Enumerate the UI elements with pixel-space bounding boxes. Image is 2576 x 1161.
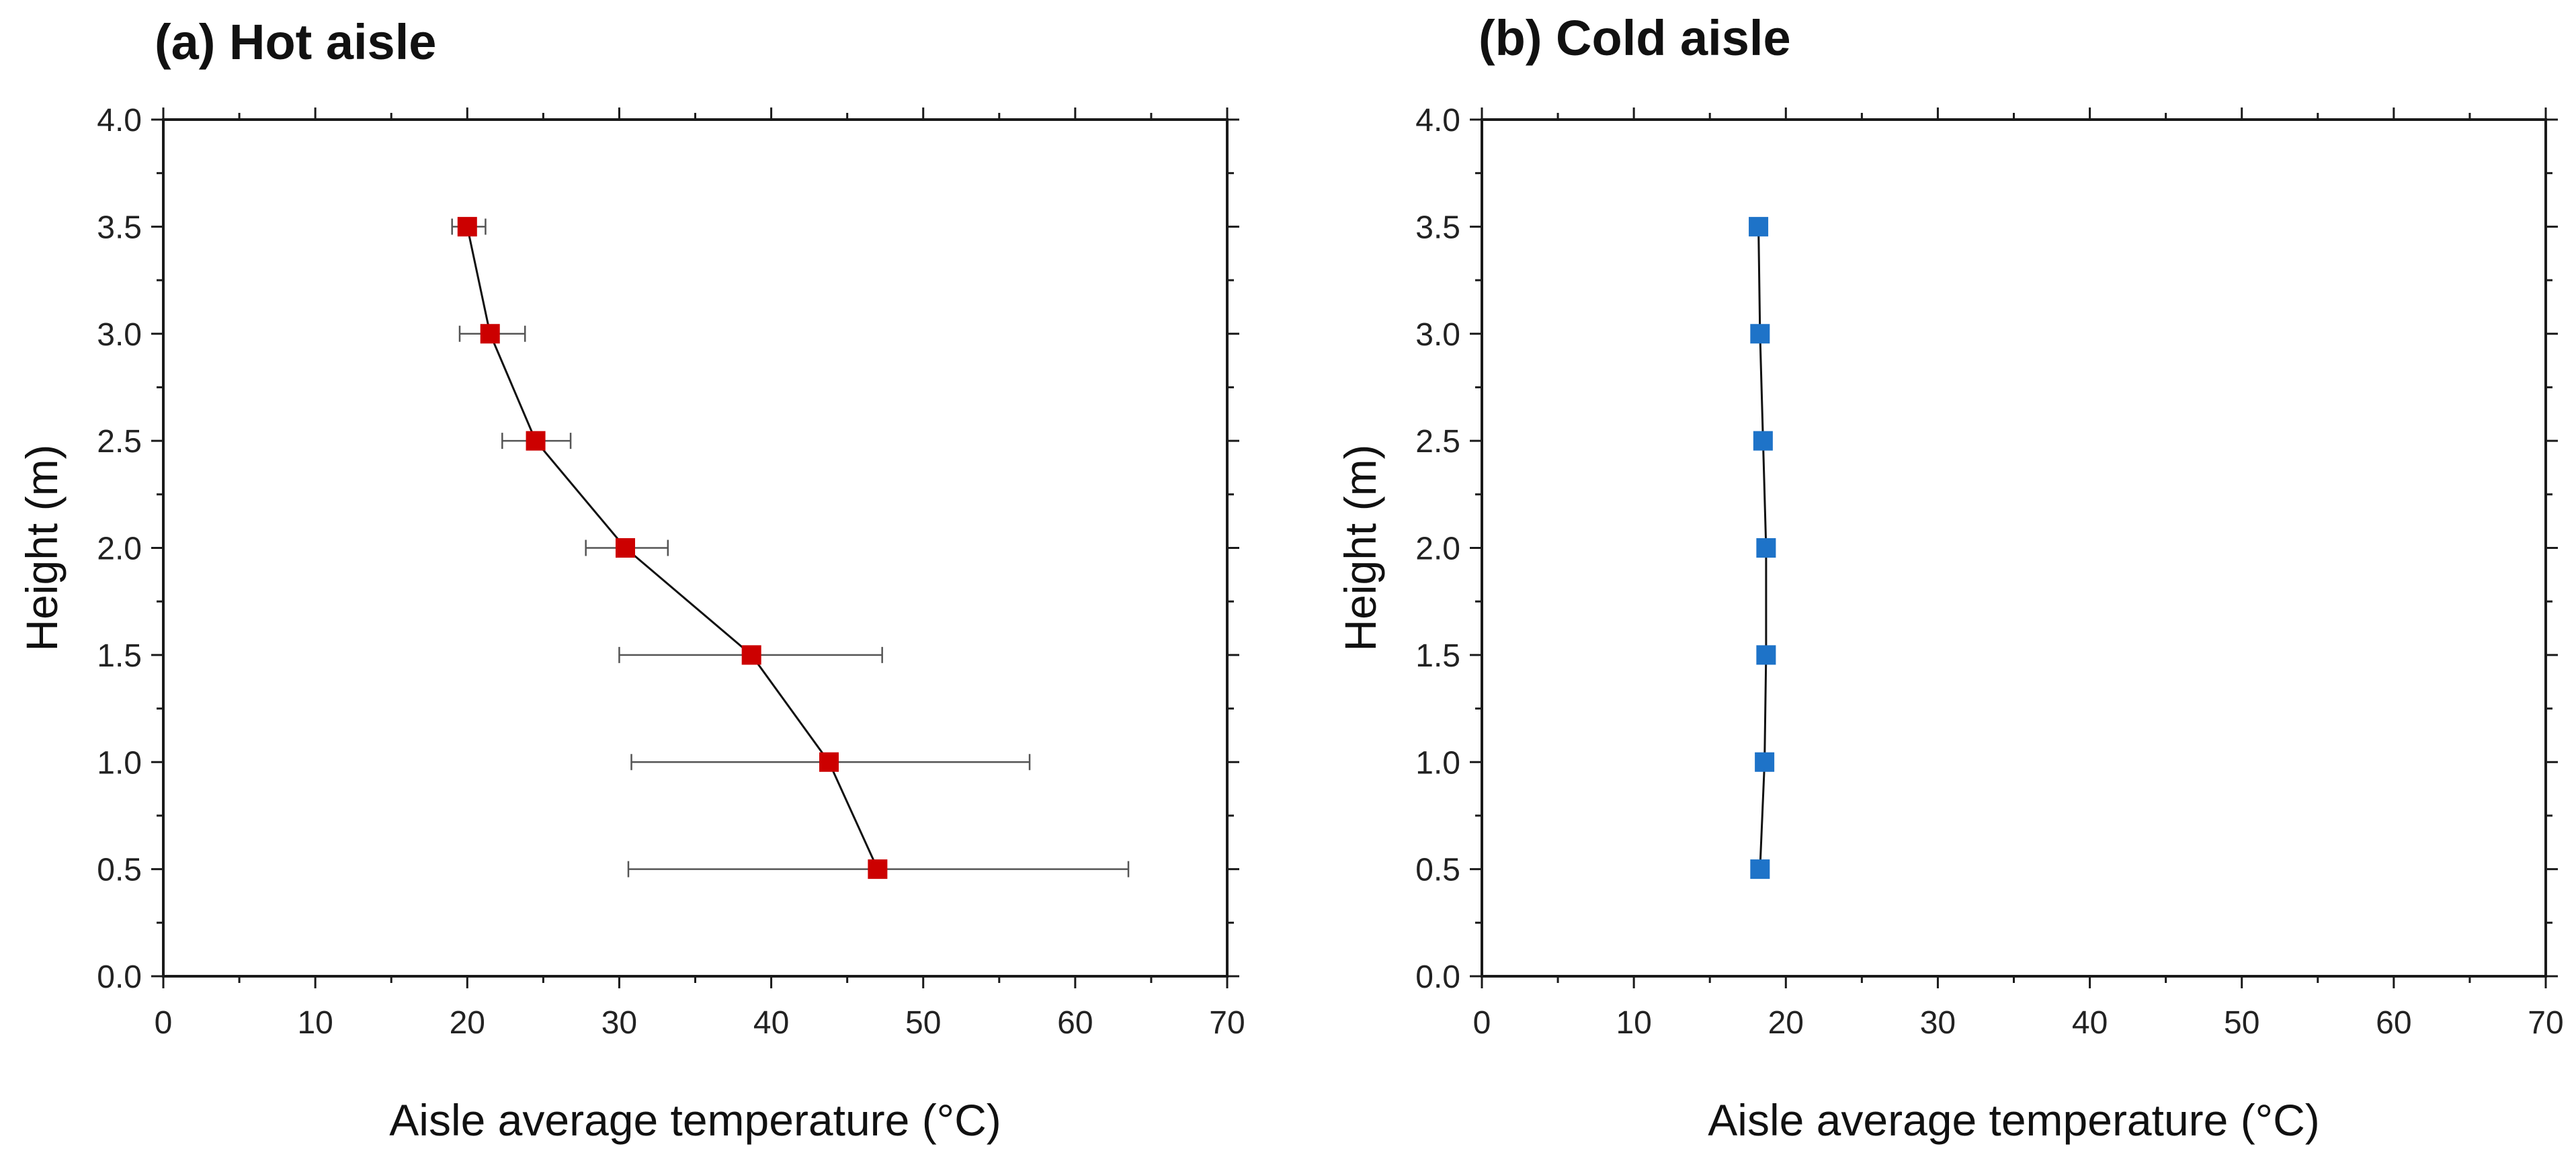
data-point: [526, 431, 546, 451]
x-tick-label: 40: [2072, 1005, 2108, 1041]
y-tick-label: 1.0: [97, 745, 142, 781]
y-tick-label: 4.0: [97, 103, 142, 138]
plot-frame: [1481, 118, 2547, 978]
x-tick-label: 50: [905, 1005, 941, 1041]
x-tick-label: 60: [1057, 1005, 1093, 1041]
data-point: [868, 859, 888, 879]
x-tick-label: 40: [753, 1005, 789, 1041]
data-point: [1753, 431, 1773, 451]
data-point: [1756, 645, 1776, 665]
x-tick-label: 50: [2224, 1005, 2259, 1041]
x-tick-label: 60: [2376, 1005, 2411, 1041]
chart-title: (b) Cold aisle: [1479, 10, 1791, 66]
data-point: [480, 324, 500, 344]
data-point: [457, 216, 477, 236]
plot-frame: [162, 118, 1229, 978]
chart-panel-2: (b) Cold aisle 0 10 20 30 40 50 60 70 0.0 0.5 1.0 1.…: [1335, 10, 2564, 1145]
data-point: [1749, 216, 1769, 236]
x-tick-label: 20: [1768, 1005, 1804, 1041]
y-tick-label: 2.0: [1415, 531, 1460, 567]
x-axis-label: Aisle average temperature (°C): [389, 1095, 1001, 1145]
x-tick-label: 10: [1616, 1005, 1651, 1041]
x-tick-label: 30: [601, 1005, 637, 1041]
y-tick-label: 0.5: [1415, 853, 1460, 888]
data-point: [1755, 752, 1775, 772]
series-line: [466, 226, 879, 870]
data-point: [1750, 324, 1770, 344]
y-tick-label: 2.0: [97, 531, 142, 567]
data-point: [741, 645, 761, 665]
x-tick-label: 30: [1920, 1005, 1956, 1041]
y-tick-label: 0.0: [97, 959, 142, 995]
data-point: [1756, 538, 1776, 558]
chart-title: (a) Hot aisle: [155, 14, 436, 70]
y-tick-label: 1.5: [1415, 638, 1460, 674]
x-tick-label: 20: [450, 1005, 485, 1041]
y-tick-label: 0.0: [1415, 959, 1460, 995]
y-tick-label: 3.0: [97, 317, 142, 353]
y-tick-label: 2.5: [97, 424, 142, 460]
y-tick-label: 2.5: [1415, 424, 1460, 460]
x-axis-label: Aisle average temperature (°C): [1708, 1095, 2319, 1145]
y-axis-label: Height (m): [17, 444, 67, 651]
y-tick-label: 1.5: [97, 638, 142, 674]
x-tick-label: 10: [297, 1005, 333, 1041]
data-point: [819, 752, 839, 772]
y-tick-label: 4.0: [1415, 103, 1460, 138]
x-tick-label: 70: [2528, 1005, 2563, 1041]
x-tick-label: 70: [1209, 1005, 1245, 1041]
chart-panel-1: (a) Hot aisle 0 10 20 30 40 50 60 70 0.0 0.5 1.0 1.5…: [17, 14, 1245, 1145]
y-tick-label: 1.0: [1415, 745, 1460, 781]
y-tick-label: 0.5: [97, 853, 142, 888]
y-axis-label: Height (m): [1335, 444, 1385, 651]
x-tick-label: 0: [155, 1005, 173, 1041]
x-tick-label: 0: [1473, 1005, 1491, 1041]
data-point: [1750, 859, 1770, 879]
y-tick-label: 3.5: [1415, 210, 1460, 245]
y-tick-label: 3.0: [1415, 317, 1460, 353]
data-point: [615, 538, 635, 558]
y-tick-label: 3.5: [97, 210, 142, 245]
